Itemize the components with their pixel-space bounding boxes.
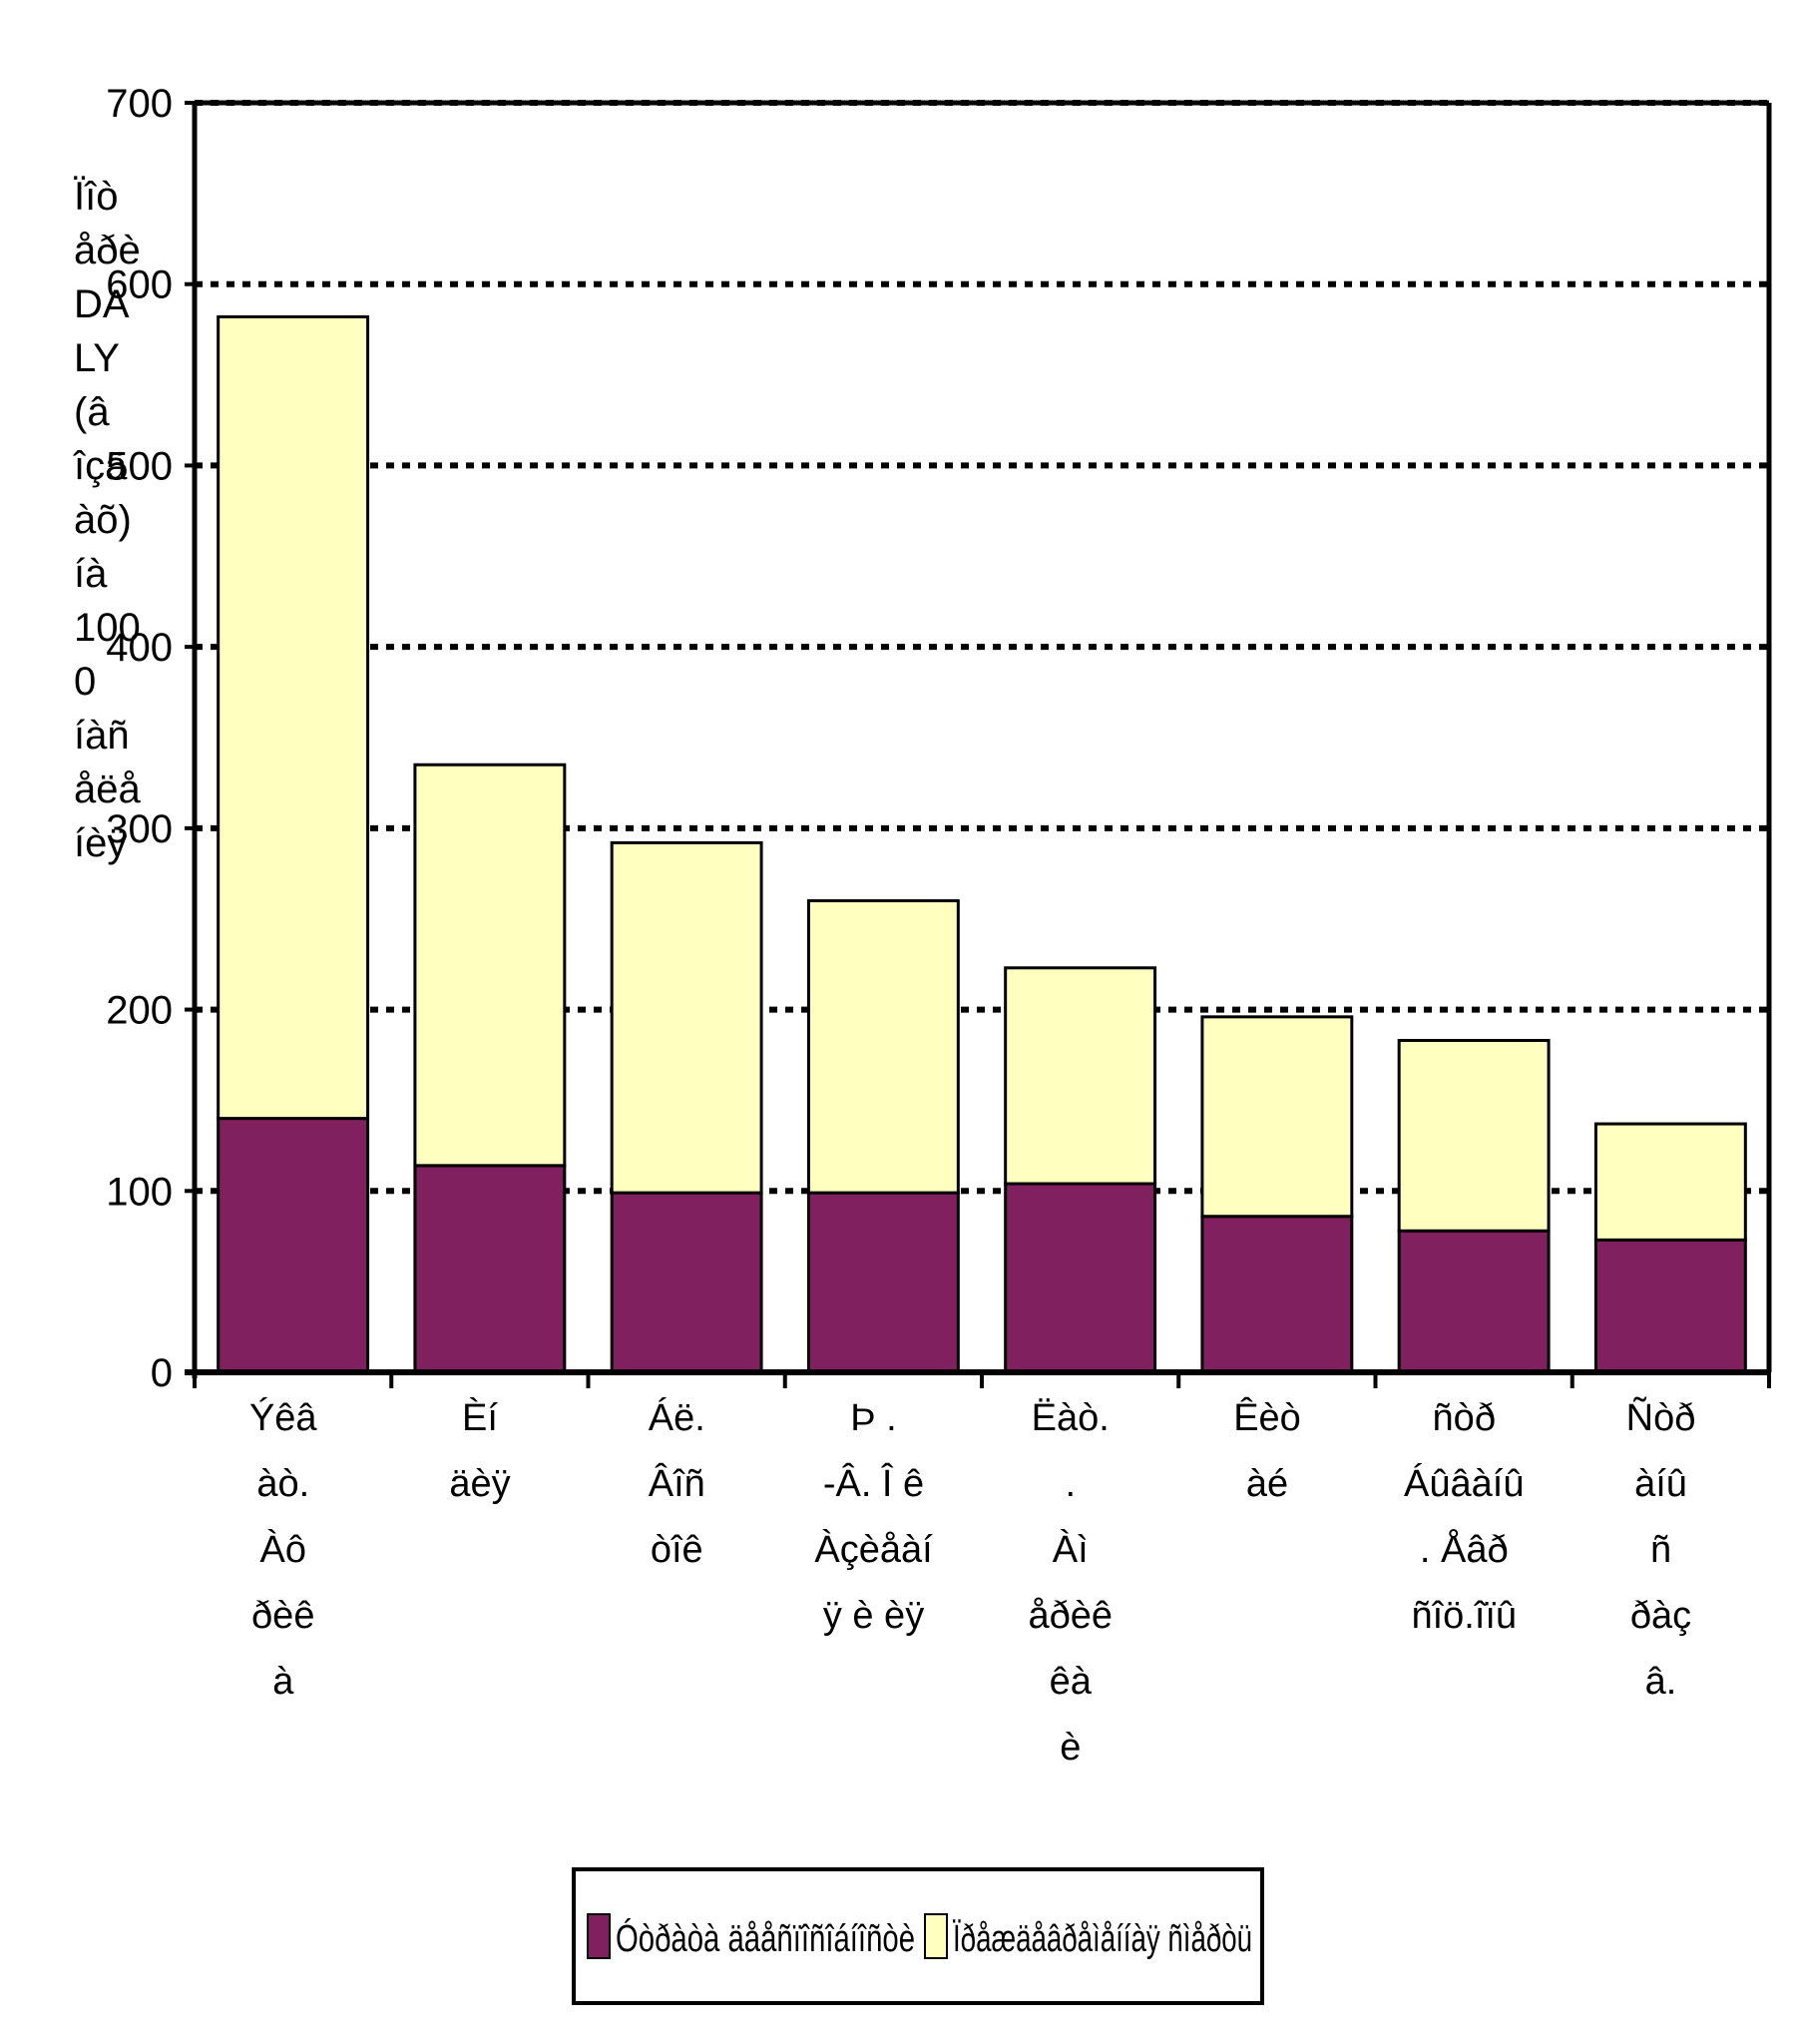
y-axis-label-line: åëå bbox=[74, 767, 141, 811]
category-label-line: -Â. Î ê bbox=[823, 1462, 924, 1505]
category-label-line: àíû bbox=[1634, 1463, 1687, 1505]
category-label-line: . bbox=[1065, 1463, 1076, 1505]
category-label-line: Ëàò. bbox=[1032, 1397, 1110, 1439]
y-axis-label-line: íà bbox=[74, 552, 108, 596]
y-tick-label: 300 bbox=[106, 807, 173, 851]
bar-disability bbox=[1200, 1215, 1354, 1374]
category-label-line: ðàç bbox=[1630, 1595, 1691, 1637]
y-axis-label-line: DA bbox=[74, 282, 130, 326]
legend-label: Óòðàòà äååñïîñîáíîñòè bbox=[616, 1917, 915, 1960]
category-label-line: êà bbox=[1050, 1661, 1093, 1703]
y-tick-labels: 0 100 200 300 400 500 600 700 bbox=[106, 82, 173, 1395]
category-label-line: ñ bbox=[1650, 1529, 1671, 1571]
y-axis-label: Ïîò åðè DA LY (â îçä àõ) íà 100 0 íàñ åëå íèÿ bbox=[73, 175, 141, 865]
bar-disability bbox=[806, 1191, 960, 1374]
category-label-line: ÿ è èÿ bbox=[823, 1595, 924, 1637]
category-label-line: . Åâð bbox=[1420, 1527, 1509, 1571]
category-label-line: ðèê bbox=[251, 1595, 314, 1637]
bar-disability bbox=[413, 1164, 567, 1374]
category-label-line: Ýêâ bbox=[249, 1396, 317, 1439]
y-tick-label: 400 bbox=[106, 626, 173, 670]
category-label-line: äèÿ bbox=[449, 1463, 510, 1505]
category-label-line: â. bbox=[1645, 1661, 1677, 1703]
y-tick-label: 100 bbox=[106, 1170, 173, 1214]
bar-premature-death bbox=[1004, 966, 1157, 1186]
y-tick-label: 0 bbox=[151, 1351, 173, 1395]
category-label-line: è bbox=[1060, 1727, 1081, 1769]
category-label-line: Þ . bbox=[850, 1397, 896, 1439]
category-label-line: Àô bbox=[260, 1528, 306, 1571]
bar-premature-death bbox=[610, 840, 763, 1195]
category-label-line: ñòð bbox=[1433, 1397, 1496, 1439]
category-label-line: Êèò bbox=[1233, 1396, 1301, 1439]
legend-swatch-premature-death bbox=[924, 1913, 948, 1959]
category-label-line: àé bbox=[1246, 1463, 1288, 1505]
y-tick-label: 600 bbox=[106, 263, 173, 307]
y-axis-label-line: àõ) bbox=[74, 498, 132, 542]
bar-disability bbox=[1397, 1229, 1551, 1374]
legend-label: Ïðåæäåâðåìåííàÿ ñìåðòü bbox=[953, 1918, 1252, 1960]
category-label-line: Èí bbox=[462, 1396, 498, 1439]
y-axis-label-line: 100 bbox=[74, 606, 141, 650]
bars bbox=[217, 314, 1747, 1374]
bar-premature-death bbox=[1200, 1015, 1354, 1219]
category-label-line: Ñòð bbox=[1626, 1396, 1696, 1439]
y-axis-label-line: LY bbox=[74, 336, 120, 380]
y-axis-label-line: 0 bbox=[74, 660, 96, 704]
bar-premature-death bbox=[1397, 1038, 1551, 1233]
legend: Óòðàòà äååñïîñîáíîñòè Ïðåæäåâðåìåííàÿ ñìå… bbox=[572, 1867, 1264, 2005]
bar-premature-death bbox=[217, 314, 370, 1121]
axes bbox=[185, 100, 1772, 1388]
category-label-line: Âîñ bbox=[649, 1462, 705, 1505]
bar-disability bbox=[610, 1191, 763, 1374]
legend-box bbox=[572, 1867, 1264, 2005]
y-axis-label-line: îçä bbox=[73, 444, 128, 488]
bar-disability bbox=[1593, 1238, 1747, 1374]
y-axis-label-line: (â bbox=[74, 390, 110, 434]
category-label-line: åðèê bbox=[1028, 1595, 1113, 1637]
category-label-line: à bbox=[272, 1661, 294, 1703]
y-tick-label: 200 bbox=[106, 989, 173, 1033]
bar-premature-death bbox=[1593, 1122, 1747, 1242]
category-label-line: Àì bbox=[1053, 1528, 1089, 1571]
y-axis-label-line: åðè bbox=[74, 229, 141, 272]
y-tick-label: 500 bbox=[106, 444, 173, 488]
legend-swatch-disability bbox=[587, 1913, 611, 1959]
category-label-line: àò. bbox=[256, 1463, 309, 1505]
y-axis-label-line: Ïîò bbox=[74, 175, 118, 219]
bar-premature-death bbox=[806, 899, 960, 1195]
x-category-labels: Ýêâ àò. Àô ðèê à Èí äèÿ Áë. Âîñ òîê Þ . -Â. Î ê Àçèå… bbox=[249, 1396, 1695, 1769]
y-axis-label-line: íàñ bbox=[74, 714, 130, 758]
y-axis-label-line: íèÿ bbox=[74, 821, 127, 865]
y-tick-label: 700 bbox=[106, 82, 173, 126]
category-label-line: Áûâàíû bbox=[1404, 1462, 1524, 1505]
bar-disability bbox=[217, 1117, 370, 1374]
bar-disability bbox=[1004, 1182, 1157, 1374]
bar-premature-death bbox=[413, 763, 567, 1168]
category-label-line: Áë. bbox=[649, 1396, 705, 1439]
category-label-line: ñîö.îïû bbox=[1411, 1595, 1517, 1637]
category-label-line: Àçèåàí bbox=[814, 1528, 933, 1571]
category-label-line: òîê bbox=[651, 1529, 703, 1571]
